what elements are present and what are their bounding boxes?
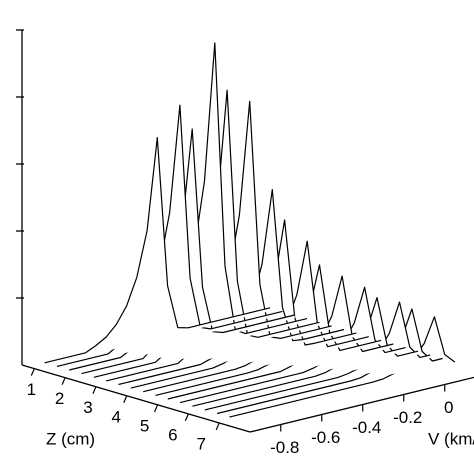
curve-fill	[167, 276, 394, 403]
z-tick	[215, 422, 220, 431]
x-tick-label: -0.8	[270, 438, 299, 457]
z-tick	[30, 368, 35, 376]
curve-fill	[44, 137, 271, 367]
profile-line	[204, 301, 431, 411]
profile-line	[192, 297, 419, 407]
z-tick	[154, 404, 159, 413]
profile-line	[56, 104, 283, 367]
z-tick	[123, 395, 128, 404]
curve-fill	[56, 105, 283, 370]
z-tick-label: 7	[196, 434, 205, 453]
z-tick-label: 4	[112, 407, 121, 426]
z-tick	[184, 413, 189, 422]
z-tick-label: 6	[168, 425, 177, 444]
z-tick-label: 5	[140, 416, 149, 435]
curve-fill	[143, 241, 369, 396]
vertical-axis	[16, 29, 24, 365]
x-tick-label: 0	[444, 398, 453, 417]
x-tick-label: -0.2	[393, 408, 422, 427]
curve-fill	[130, 219, 357, 392]
z-tick-label: 3	[83, 398, 92, 417]
z-tick-label: 1	[27, 380, 36, 399]
z-tick-label: 2	[55, 389, 64, 408]
z-axis-line	[21, 364, 251, 433]
x-tick-label: -0.4	[352, 418, 381, 437]
z-tick	[92, 386, 97, 394]
profile-line	[44, 137, 271, 364]
z-axis-label: Z (cm)	[46, 429, 95, 448]
profile-line	[179, 286, 406, 404]
x-axis-label: V (km/s)	[428, 429, 474, 448]
z-tick	[61, 377, 66, 385]
x-tick-label: -0.6	[311, 428, 340, 447]
